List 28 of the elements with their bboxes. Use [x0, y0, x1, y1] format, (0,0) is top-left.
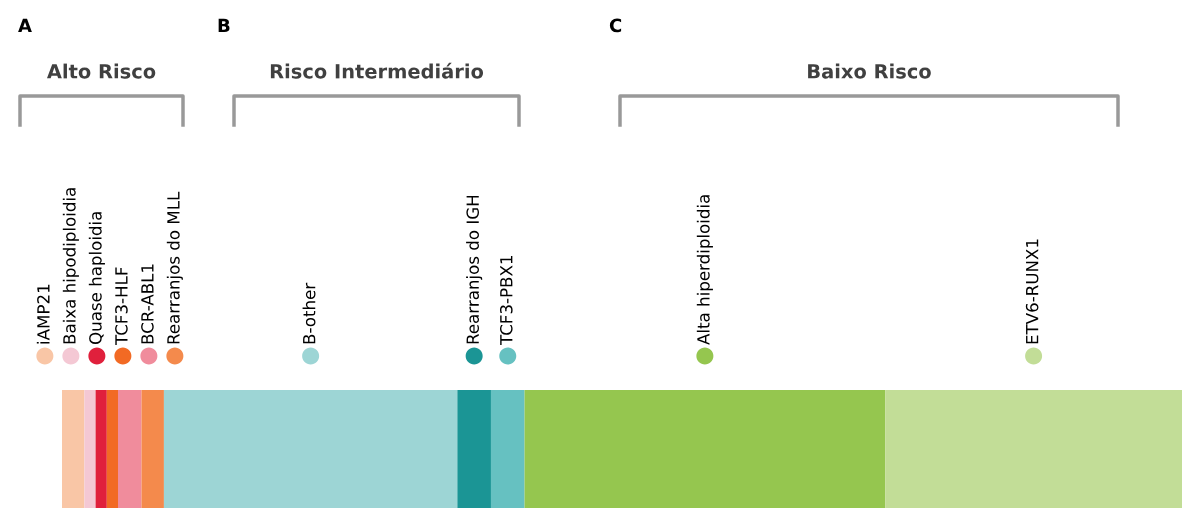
bar: [62, 390, 85, 508]
text: TCF3-HLF: [115, 267, 128, 346]
text: Quase haploidia: [88, 212, 105, 345]
text: Alto Risco: [46, 63, 156, 79]
text: Rearranjos do MLL: [166, 191, 183, 344]
bar: [118, 390, 142, 508]
text: Alta hiperdiploidia: [696, 195, 713, 345]
text: A: [18, 18, 32, 32]
text: iAMP21: [36, 284, 50, 344]
text: Baixa hipodiploidia: [62, 188, 79, 344]
bar: [885, 390, 1182, 508]
text: Rearranjos do IGH: [466, 195, 483, 344]
text: ETV6-RUNX1: [1025, 239, 1039, 344]
text: B: [218, 18, 230, 32]
bar: [490, 390, 525, 508]
text: Baixo Risco: [808, 63, 931, 79]
bar: [524, 390, 886, 508]
bar: [95, 390, 107, 508]
text: BCR-ABL1: [141, 264, 154, 344]
text: B-other: [302, 282, 316, 344]
text: Risco Intermediário: [270, 62, 484, 79]
bar: [106, 390, 118, 508]
bar: [141, 390, 164, 508]
bar: [84, 390, 96, 508]
bar: [457, 390, 491, 508]
text: TCF3-PBX1: [499, 255, 513, 346]
bar: [163, 390, 458, 508]
text: C: [609, 18, 622, 33]
